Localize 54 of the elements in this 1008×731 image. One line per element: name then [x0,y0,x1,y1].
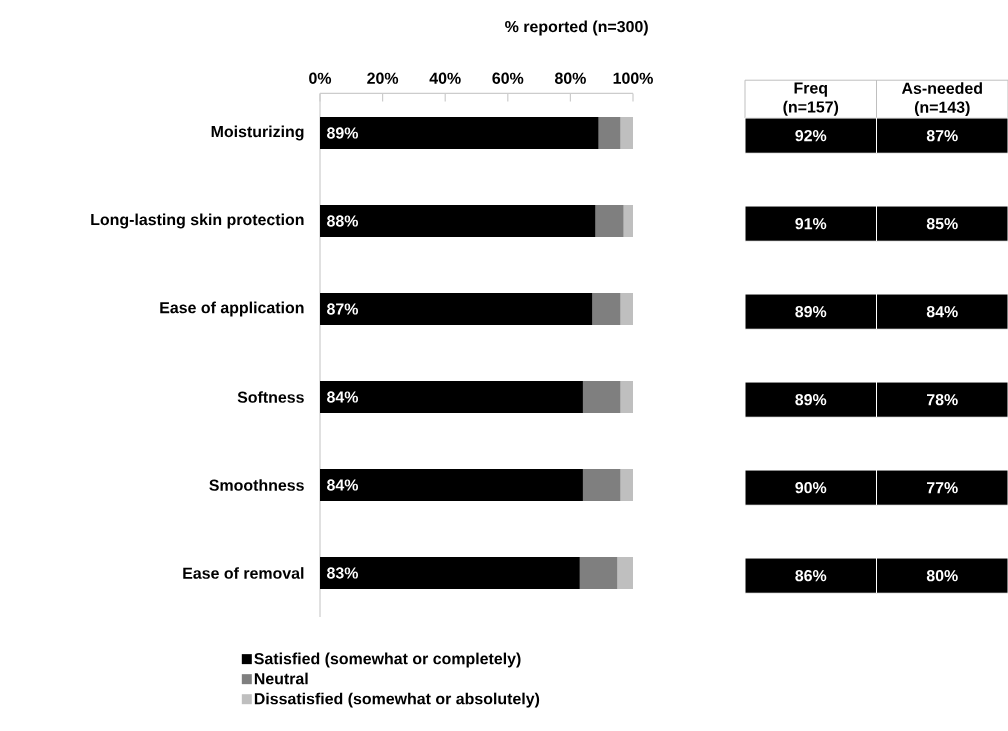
bar [582,381,621,414]
bar [620,117,634,150]
y-tick-label: Long-lasting skin protection [91,213,304,229]
x-tick-label: 80% [554,72,586,84]
data-label: 84% [327,479,359,491]
bar [320,557,580,590]
text: 84% [926,306,958,318]
text: 87% [926,130,958,142]
text: 91% [795,218,827,230]
data-label: 84% [327,391,359,403]
x-tick-label: 100% [613,72,653,84]
category-label: Freq (n=157) [783,82,839,116]
data-label: 88% [327,215,359,227]
x-axis-title: % reported (n=300) [505,20,648,36]
legend-label: Satisfied (somewhat or completely) [254,652,521,668]
bar [320,469,583,502]
text: 77% [927,482,958,494]
bar [617,557,634,590]
bar [592,293,621,326]
bar [595,205,624,238]
legend-label: Neutral [254,672,308,685]
data-label: 83% [327,567,359,579]
bar [620,293,634,326]
text: 85% [926,218,958,230]
data-label: 87% [327,303,359,315]
text: 92% [795,130,827,142]
category-label: As-needed (n=143) [901,82,982,117]
y-tick-label: Moisturizing [211,125,304,141]
text: 86% [795,570,827,582]
x-tick-label: 20% [367,72,399,84]
text: 89% [795,306,827,318]
legend-label: Dissatisfied (somewhat or absolutely) [254,692,540,708]
bar [320,381,583,414]
bar [320,117,599,150]
x-tick-label: 60% [492,72,524,84]
text: 90% [795,482,827,494]
bar [320,293,593,326]
bar [579,557,618,590]
bar [582,469,621,502]
bar [598,117,621,150]
bar [620,381,634,414]
bar [623,205,634,238]
y-tick-label: Smoothness [209,479,304,491]
text: 89% [795,394,827,406]
data-label: 89% [327,127,359,139]
text: 80% [926,570,958,582]
bar [620,469,634,502]
y-tick-label: Ease of removal [183,567,304,579]
y-tick-label: Softness [237,391,304,403]
y-tick-label: Ease of application [160,301,304,317]
x-tick-label: 40% [429,72,461,84]
bar [320,205,596,238]
text: 78% [927,394,958,406]
x-tick-label: 0% [309,72,332,84]
